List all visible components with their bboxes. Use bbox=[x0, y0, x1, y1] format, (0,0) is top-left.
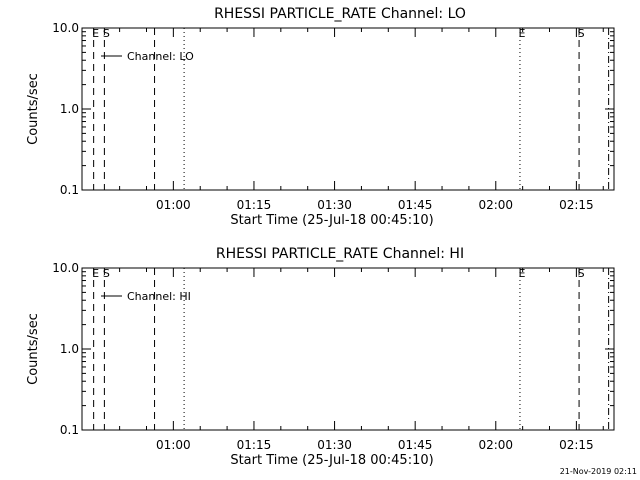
chart-title: RHESSI PARTICLE_RATE Channel: LO bbox=[214, 6, 466, 22]
x-tick-label: 01:30 bbox=[317, 438, 352, 452]
y-axis-label: Counts/sec bbox=[26, 73, 41, 145]
event-marker-label: E bbox=[518, 27, 525, 40]
event-marker-label: S bbox=[103, 267, 110, 280]
event-marker-label: E bbox=[92, 267, 99, 280]
chart-title: RHESSI PARTICLE_RATE Channel: HI bbox=[216, 246, 464, 262]
event-marker-label: S bbox=[578, 27, 585, 40]
x-tick-label: 01:15 bbox=[237, 438, 272, 452]
y-axis-label: Counts/sec bbox=[26, 313, 41, 385]
x-tick-label: 01:45 bbox=[398, 438, 433, 452]
y-tick-label: 1.0 bbox=[60, 342, 79, 356]
x-tick-label: 01:45 bbox=[398, 198, 433, 212]
event-marker-label: S bbox=[578, 267, 585, 280]
x-tick-label: 01:30 bbox=[317, 198, 352, 212]
event-marker-label: E bbox=[518, 267, 525, 280]
x-tick-label: 02:00 bbox=[478, 438, 513, 452]
y-tick-label: 10.0 bbox=[52, 21, 79, 35]
x-tick-label: 02:15 bbox=[559, 438, 594, 452]
y-tick-label: 0.1 bbox=[60, 423, 79, 437]
x-tick-label: 01:00 bbox=[156, 198, 191, 212]
x-tick-label: 02:00 bbox=[478, 198, 513, 212]
x-tick-label: 01:00 bbox=[156, 438, 191, 452]
event-marker-label: E bbox=[92, 27, 99, 40]
legend-label: Channel: LO bbox=[127, 50, 194, 63]
x-tick-label: 01:15 bbox=[237, 198, 272, 212]
event-marker-label: S bbox=[103, 27, 110, 40]
x-tick-label: 02:15 bbox=[559, 198, 594, 212]
y-tick-label: 0.1 bbox=[60, 183, 79, 197]
footer-timestamp: 21-Nov-2019 02:11 bbox=[560, 467, 637, 476]
y-tick-label: 1.0 bbox=[60, 102, 79, 116]
y-tick-label: 10.0 bbox=[52, 261, 79, 275]
x-axis-label: Start Time (25-Jul-18 00:45:10) bbox=[230, 453, 433, 468]
chart-panel-1: RHESSI PARTICLE_RATE Channel: HI 0.1 1.0 10… bbox=[26, 246, 615, 468]
chart-panel-0: RHESSI PARTICLE_RATE Channel: LO 0.1 1.0 10… bbox=[26, 6, 615, 228]
legend-label: Channel: HI bbox=[127, 290, 191, 303]
x-axis-label: Start Time (25-Jul-18 00:45:10) bbox=[230, 213, 433, 228]
